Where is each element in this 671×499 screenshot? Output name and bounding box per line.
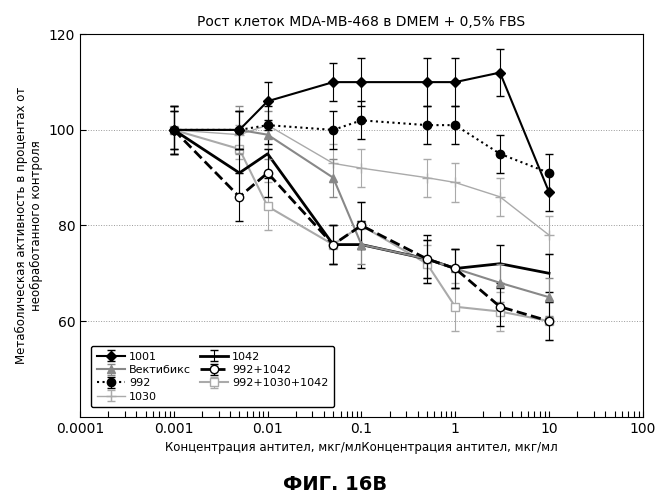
X-axis label: Концентрация антител, мкг/млКонцентрация антител, мкг/мл: Концентрация антител, мкг/млКонцентрация… — [165, 441, 558, 454]
Title: Рост клеток MDA-MB-468 в DMEM + 0,5% FBS: Рост клеток MDA-MB-468 в DMEM + 0,5% FBS — [197, 15, 525, 29]
Y-axis label: Метаболическая активность в процентах от
необработанного контроля: Метаболическая активность в процентах от… — [15, 87, 43, 364]
Legend: 1001, Вектибикс, 992, 1030, 1042, 992+1042, 992+1030+1042: 1001, Вектибикс, 992, 1030, 1042, 992+10… — [91, 346, 334, 407]
Text: ФИГ. 16B: ФИГ. 16B — [283, 475, 388, 494]
